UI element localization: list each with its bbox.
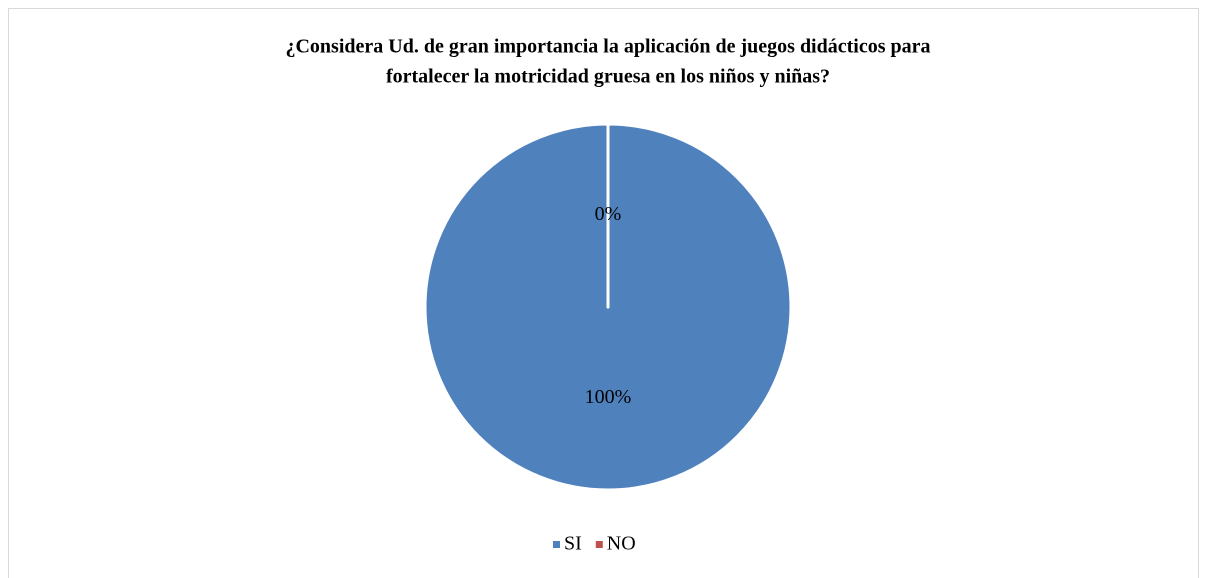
legend-label: SI <box>564 533 582 555</box>
data-label: 100% <box>585 386 632 408</box>
chart-title-line: ¿Considera Ud. de gran importancia la ap… <box>285 36 930 58</box>
legend-swatch <box>595 541 603 548</box>
chart-title-line: fortalecer la motricidad gruesa en los n… <box>386 66 830 88</box>
legend-swatch <box>553 541 560 548</box>
data-label: 0% <box>595 203 622 225</box>
legend-label: NO <box>607 533 636 555</box>
